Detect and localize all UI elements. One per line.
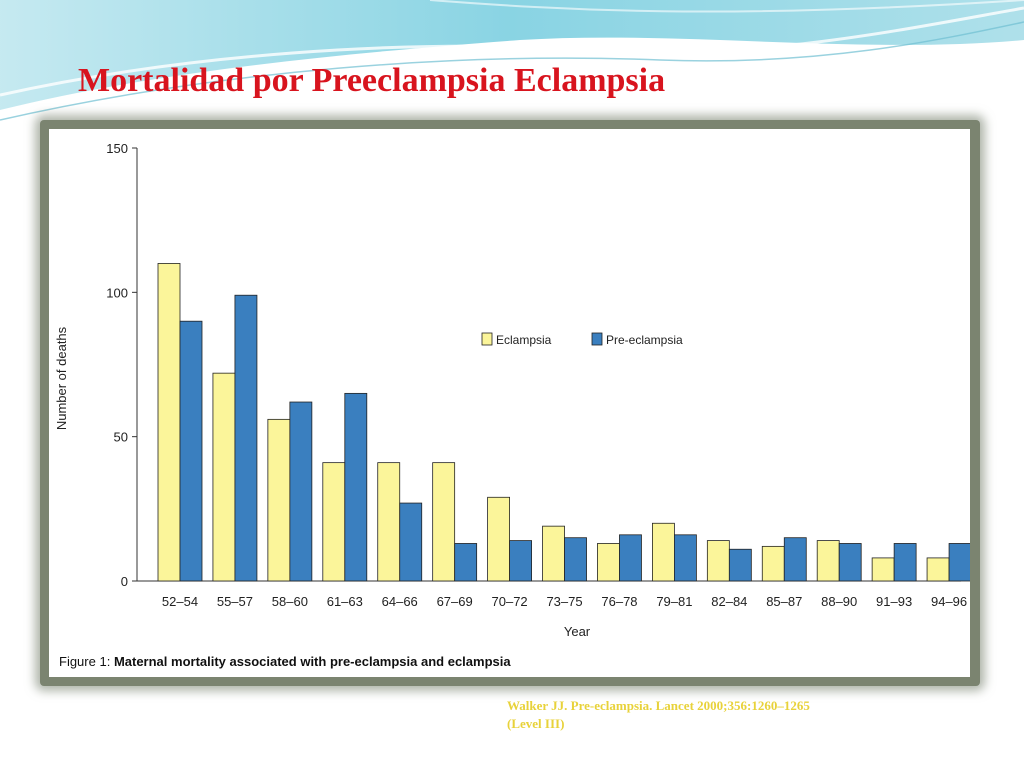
background-waves	[0, 0, 1024, 121]
legend-swatch-eclampsia	[481, 332, 493, 346]
bar-pre-eclampsia-9	[674, 534, 697, 582]
x-axis-label: Year	[564, 624, 591, 639]
x-tick-label: 85–87	[766, 594, 802, 609]
bar-pre-eclampsia-13	[893, 543, 917, 582]
bar-eclampsia-0	[157, 263, 181, 582]
citation-line-1: Walker JJ. Pre-eclampsia. Lancet 2000;35…	[507, 698, 810, 713]
bar-eclampsia-13	[871, 557, 895, 582]
bar-eclampsia-9	[652, 522, 675, 582]
x-tick-label: 73–75	[546, 594, 582, 609]
bar-eclampsia-10	[706, 540, 730, 582]
y-tick-label: 50	[114, 430, 128, 445]
bar-pre-eclampsia-7	[564, 537, 587, 582]
bar-eclampsia-3	[322, 462, 346, 582]
citation-line-2: (Level III)	[507, 716, 565, 731]
x-tick-label: 94–96	[931, 594, 967, 609]
bar-eclampsia-4	[377, 462, 401, 582]
x-tick-label: 55–57	[217, 594, 253, 609]
bar-pre-eclampsia-11	[783, 537, 807, 582]
bar-pre-eclampsia-6	[509, 540, 533, 582]
bar-eclampsia-1	[212, 372, 236, 582]
bar-pre-eclampsia-2	[289, 401, 313, 582]
bar-pre-eclampsia-1	[234, 294, 258, 582]
x-tick-label: 61–63	[327, 594, 363, 609]
x-tick-label: 52–54	[162, 594, 198, 609]
x-tick-label: 79–81	[656, 594, 692, 609]
bar-eclampsia-2	[267, 418, 291, 582]
slide-title: Mortalidad por Preeclampsia Eclampsia	[78, 62, 666, 99]
bar-pre-eclampsia-8	[619, 534, 642, 582]
bar-pre-eclampsia-3	[344, 392, 368, 582]
figure-caption: Figure 1: Maternal mortality associated …	[59, 654, 511, 669]
x-tick-label: 67–69	[437, 594, 473, 609]
chart-frame: 0 50 100 150 52–54 55–57 58–60 61–63 64–66 67–69 7…	[40, 120, 980, 686]
bar-eclampsia-6	[487, 496, 511, 582]
x-tick-label: 70–72	[492, 594, 528, 609]
bar-eclampsia-14	[926, 557, 950, 582]
bar-pre-eclampsia-14	[948, 543, 970, 582]
bar-eclampsia-7	[542, 525, 565, 582]
y-tick-label: 0	[121, 574, 128, 589]
citation: Walker JJ. Pre-eclampsia. Lancet 2000;35…	[507, 697, 937, 733]
x-tick-label: 76–78	[601, 594, 637, 609]
legend-label: Eclampsia	[496, 333, 552, 347]
legend-label: Pre-eclampsia	[606, 333, 683, 347]
bar-eclampsia-11	[761, 545, 785, 582]
bar-pre-eclampsia-0	[179, 320, 203, 582]
bar-chart: 0 50 100 150 52–54 55–57 58–60 61–63 64–66 67–69 7…	[54, 141, 970, 639]
legend-swatch-pre-eclampsia	[591, 332, 603, 346]
bar-pre-eclampsia-4	[399, 502, 423, 582]
x-tick-label: 91–93	[876, 594, 912, 609]
bar-eclampsia-8	[597, 543, 620, 582]
y-tick-label: 100	[106, 285, 128, 300]
x-tick-label: 88–90	[821, 594, 857, 609]
caption-prefix: Figure 1:	[59, 654, 111, 669]
chart-panel: 0 50 100 150 52–54 55–57 58–60 61–63 64–66 67–69 7…	[49, 129, 970, 677]
bar-pre-eclampsia-10	[728, 548, 752, 582]
x-tick-label: 82–84	[711, 594, 747, 609]
bar-pre-eclampsia-12	[838, 543, 862, 582]
bar-eclampsia-12	[816, 540, 840, 582]
x-tick-label: 58–60	[272, 594, 308, 609]
y-tick-label: 150	[106, 141, 128, 156]
bar-pre-eclampsia-5	[454, 543, 478, 582]
y-axis-label: Number of deaths	[54, 326, 69, 430]
x-tick-label: 64–66	[382, 594, 418, 609]
caption-text: Maternal mortality associated with pre-e…	[113, 654, 511, 669]
bar-eclampsia-5	[432, 462, 456, 582]
